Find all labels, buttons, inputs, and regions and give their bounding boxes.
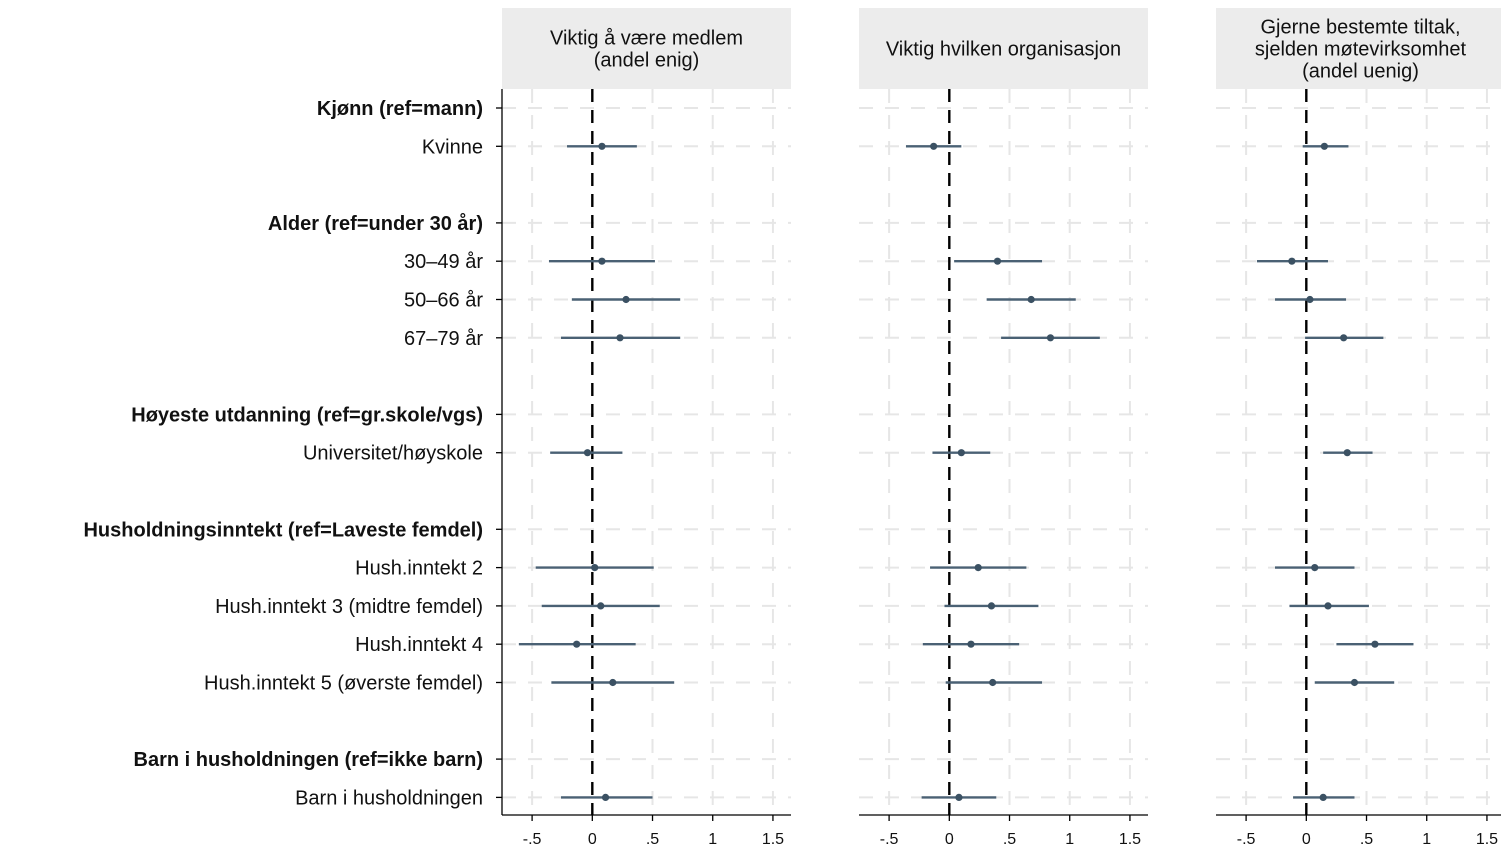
- point-estimate: [987, 602, 996, 610]
- row-label: 30–49 år: [404, 251, 483, 273]
- point-estimate: [993, 257, 1002, 265]
- point-estimate: [1343, 449, 1351, 457]
- point-estimate: [598, 142, 606, 150]
- point-estimate: [1371, 640, 1379, 648]
- x-tick-label: .5: [646, 831, 659, 848]
- row-label: Universitet/høyskole: [303, 443, 483, 465]
- panel-title-strip: [1216, 8, 1501, 89]
- x-tick-label: 0: [1302, 831, 1311, 848]
- point-estimate: [974, 564, 982, 572]
- point-estimate: [1046, 334, 1055, 342]
- point-estimate: [1027, 295, 1035, 304]
- point-estimate: [591, 564, 599, 572]
- row-label: Kvinne: [422, 136, 483, 158]
- row-label: Hush.inntekt 2: [355, 558, 483, 580]
- point-estimate: [1319, 793, 1327, 802]
- x-tick-label: 1: [1065, 831, 1074, 848]
- row-label: 67–79 år: [404, 328, 483, 350]
- row-label: 50–66 år: [404, 290, 483, 312]
- group-label: Barn i husholdningen (ref=ikke barn): [134, 749, 484, 771]
- point-estimate: [598, 257, 606, 265]
- row-label: Hush.inntekt 5 (øverste femdel): [204, 673, 483, 695]
- x-tick-label: 0: [945, 831, 954, 848]
- point-estimate: [1340, 334, 1348, 342]
- panel-title: (andel uenig): [1302, 61, 1419, 83]
- panel-title: sjelden møtevirksomhet: [1255, 39, 1467, 61]
- point-estimate: [1288, 257, 1296, 265]
- x-tick-label: 0: [588, 831, 597, 848]
- panel-1: Viktig å være medlem(andel enig) -.5 0 .5 1 1…: [502, 8, 791, 848]
- x-tick-label: 1.5: [1476, 831, 1498, 848]
- panel-title-strip: [502, 8, 791, 89]
- point-estimate: [616, 334, 624, 342]
- x-tick-label: 1.5: [762, 831, 784, 848]
- point-estimate: [609, 678, 617, 687]
- point-estimate: [583, 449, 592, 457]
- point-estimate: [597, 602, 605, 610]
- x-tick-label: -.5: [1237, 831, 1256, 848]
- point-estimate: [989, 678, 997, 687]
- point-estimate: [601, 793, 610, 802]
- panel-title: Viktig hvilken organisasjon: [886, 39, 1121, 61]
- group-label: Alder (ref=under 30 år): [268, 212, 483, 235]
- point-estimate: [957, 449, 965, 457]
- point-estimate: [1320, 142, 1328, 150]
- panel-title: (andel enig): [594, 50, 700, 72]
- x-tick-label: -.5: [880, 831, 899, 848]
- x-tick-label: 1.5: [1119, 831, 1141, 848]
- panel-title: Viktig å være medlem: [550, 28, 743, 50]
- point-estimate: [1311, 564, 1319, 572]
- row-label: Barn i husholdningen: [295, 787, 483, 809]
- x-tick-label: .5: [1003, 831, 1016, 848]
- panel-title-strip: [859, 8, 1148, 89]
- point-estimate: [967, 640, 975, 648]
- point-estimate: [955, 793, 963, 802]
- point-estimate: [622, 295, 630, 304]
- x-tick-label: 1: [1422, 831, 1431, 848]
- x-tick-label: -.5: [523, 831, 542, 848]
- point-estimate: [573, 640, 581, 648]
- point-estimate: [1306, 295, 1314, 304]
- panel-title: Gjerne bestemte tiltak,: [1260, 17, 1460, 39]
- point-estimate: [1350, 678, 1359, 687]
- group-label: Kjønn (ref=mann): [317, 98, 483, 120]
- x-tick-label: .5: [1360, 831, 1373, 848]
- row-label: Hush.inntekt 4: [355, 634, 483, 656]
- panel-3: Gjerne bestemte tiltak,sjelden møtevirks…: [1216, 8, 1501, 848]
- x-tick-label: 1: [708, 831, 717, 848]
- point-estimate: [930, 142, 938, 150]
- group-label: Husholdningsinntekt (ref=Laveste femdel): [83, 519, 483, 541]
- group-label: Høyeste utdanning (ref=gr.skole/vgs): [131, 404, 483, 426]
- point-estimate: [1324, 602, 1332, 610]
- row-label: Hush.inntekt 3 (midtre femdel): [215, 596, 483, 618]
- panel-2: Viktig hvilken organisasjon -.5 0 .5 1 1.5: [859, 8, 1148, 848]
